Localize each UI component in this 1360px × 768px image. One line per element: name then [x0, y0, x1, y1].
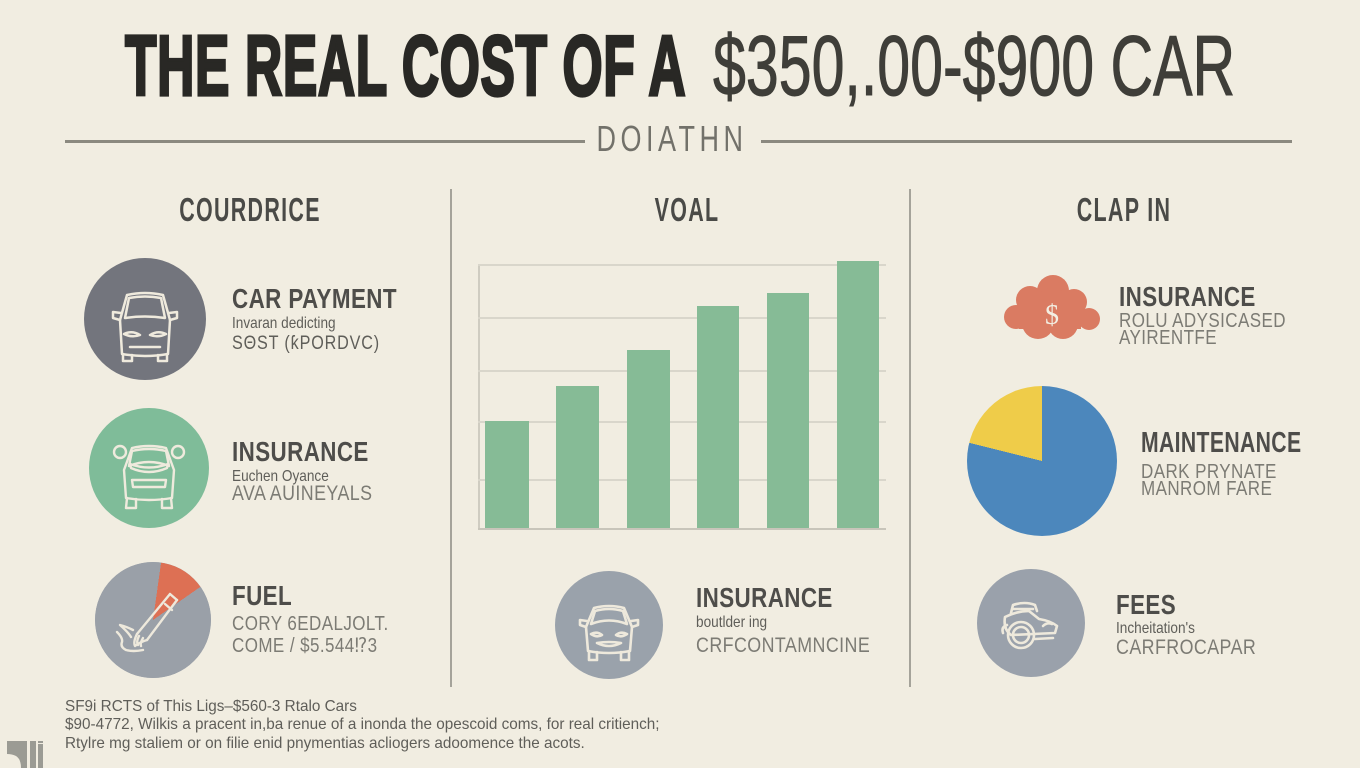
svg-text:$: $ — [1045, 300, 1059, 331]
